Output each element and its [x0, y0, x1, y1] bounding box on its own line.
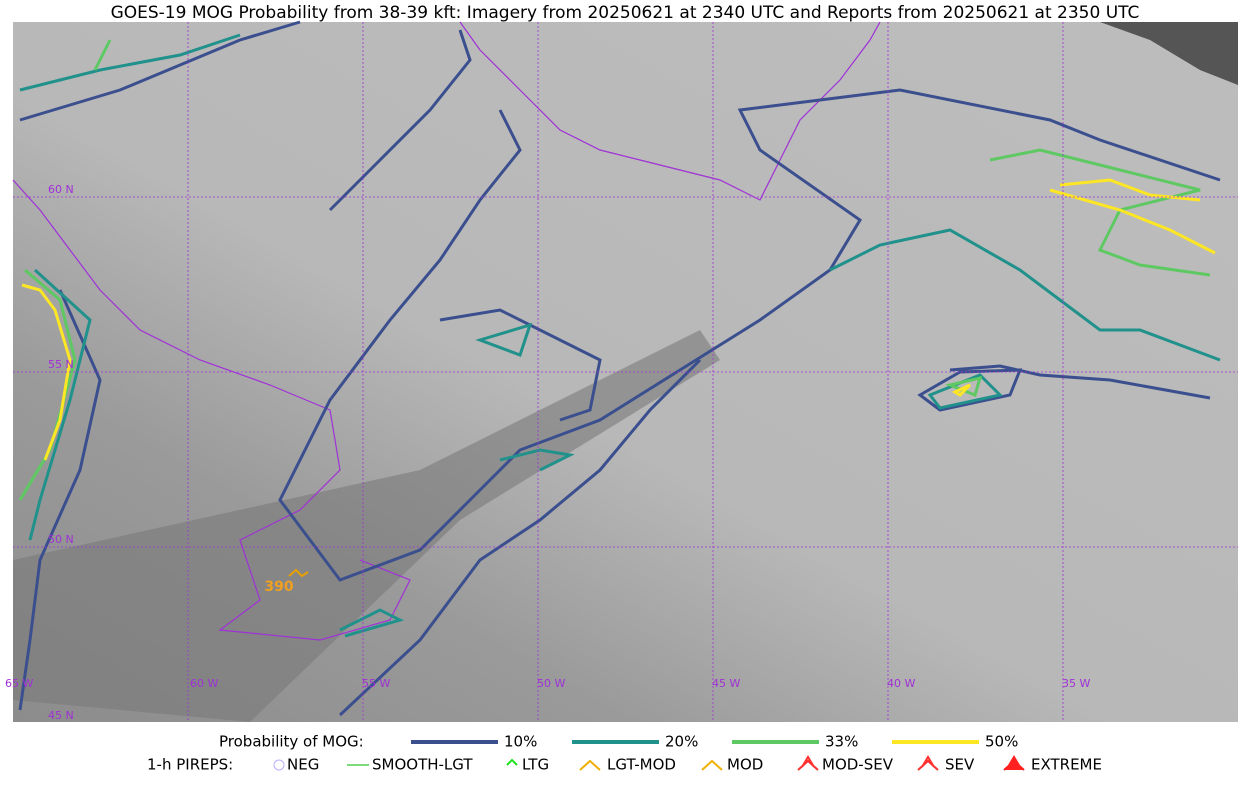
legend-label: LTG [522, 756, 549, 774]
pirep-icon [288, 568, 309, 578]
contour-10 [18, 289, 1211, 717]
dry-band [13, 330, 720, 722]
lon-label: 40 W [887, 677, 915, 690]
legend-label: SEV [945, 756, 975, 774]
legend-label: SMOOTH-LGT [372, 756, 473, 774]
report-label: 390 [264, 579, 293, 595]
lat-label: 45 N [48, 709, 74, 722]
lon-label: 65 W [5, 677, 33, 690]
lon-label: 35 W [1062, 677, 1090, 690]
pirep-icon [1003, 755, 1025, 771]
legend-label: 20% [665, 733, 698, 751]
lat-label: 60 N [48, 183, 74, 196]
legend-title: 1-h PIREPS: [147, 756, 233, 774]
coastline [12, 179, 411, 641]
legend-title: Probability of MOG: [219, 733, 364, 751]
pirep-icon [506, 758, 518, 766]
contour-50 [21, 178, 1216, 461]
contour-10 [19, 20, 1221, 582]
pirep-icon [701, 759, 723, 771]
legend-label: NEG [287, 756, 319, 774]
legend-label: LGT-MOD [607, 756, 676, 774]
lat-label: 50 N [48, 533, 74, 546]
lon-label: 60 W [190, 677, 218, 690]
map: 60 N 55 N 50 N 45 N 65 W 60 W 55 W 50 W 45 W 40 W… [5, 20, 1238, 722]
legend-label: MOD [727, 756, 763, 774]
pirep-icon [273, 759, 285, 771]
pirep-icon [579, 759, 601, 771]
pirep-icon [797, 755, 819, 771]
legend-label: MOD-SEV [822, 756, 894, 774]
legend-label: 33% [825, 733, 858, 751]
graticule: 60 N 55 N 50 N 45 N 65 W 60 W 55 W 50 W 45 W 40 W… [5, 22, 1238, 722]
legend-label: 10% [504, 733, 537, 751]
legend-label: 50% [985, 733, 1018, 751]
title: GOES-19 MOG Probability from 38-39 kft: … [111, 3, 1140, 23]
lon-label: 50 W [537, 677, 565, 690]
lat-label: 55 N [48, 358, 74, 371]
lon-label: 55 W [362, 677, 390, 690]
lon-label: 45 W [712, 677, 740, 690]
pirep-icon [917, 755, 939, 771]
no-data [1100, 22, 1238, 85]
contour-33 [18, 39, 1211, 501]
legend-label: EXTREME [1031, 756, 1102, 774]
coastline [459, 21, 881, 201]
contour-20 [19, 33, 1221, 638]
legend: Probability of MOG: 1-h PIREPS: 10% 20% 33… [147, 733, 1102, 774]
